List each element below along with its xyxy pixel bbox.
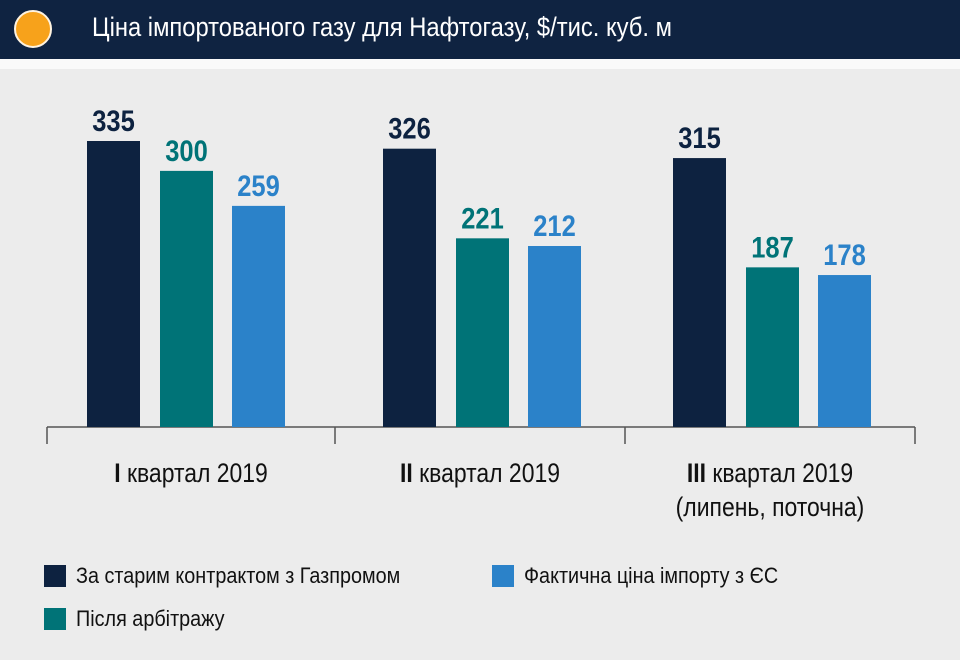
- category-label: II квартал 2019: [353, 456, 608, 490]
- legend-label: За старим контрактом з Газпромом: [76, 563, 401, 588]
- bar: [232, 205, 285, 427]
- data-label: 335: [92, 104, 135, 137]
- category-label: III квартал 2019 (липень, поточна): [643, 456, 898, 524]
- data-label: 187: [751, 230, 794, 263]
- legend-swatch: [44, 565, 66, 587]
- data-label: 212: [533, 209, 576, 242]
- orange-circle-icon: [14, 10, 52, 48]
- legend-label: Фактична ціна імпорту з ЄС: [524, 563, 779, 588]
- quarter-text: квартал 2019: [412, 458, 560, 488]
- legend-item: За старим контрактом з Газпромом: [44, 563, 436, 589]
- bar: [746, 267, 799, 427]
- divider: [0, 59, 960, 69]
- data-label: 315: [678, 121, 721, 154]
- legend-item: Після арбітражу: [44, 606, 241, 632]
- data-label: 259: [237, 169, 280, 202]
- bar: [673, 158, 726, 427]
- quarter-numeral: III: [686, 458, 706, 488]
- title-bar: Ціна імпортованого газу для Нафтогазу, $…: [0, 0, 960, 59]
- category-label: I квартал 2019: [64, 456, 319, 490]
- data-label: 178: [823, 238, 866, 271]
- bar: [528, 246, 581, 427]
- quarter-numeral: I: [114, 458, 121, 488]
- quarter-text: квартал 2019: [120, 458, 268, 488]
- category-note: (липень, поточна): [675, 492, 865, 522]
- legend-label: Після арбітражу: [76, 606, 225, 631]
- legend-swatch: [492, 565, 514, 587]
- data-label: 221: [461, 201, 504, 234]
- bar: [87, 141, 140, 427]
- quarter-numeral: II: [400, 458, 413, 488]
- data-label: 300: [165, 134, 208, 167]
- bar: [818, 275, 871, 427]
- bar: [160, 170, 213, 427]
- quarter-text: квартал 2019: [705, 458, 854, 488]
- bar: [456, 238, 509, 427]
- legend-swatch: [44, 608, 66, 630]
- legend-item: Фактична ціна імпорту з ЄС: [492, 563, 806, 589]
- data-label: 326: [388, 112, 431, 145]
- bar: [383, 148, 436, 427]
- chart-title: Ціна імпортованого газу для Нафтогазу, $…: [92, 12, 672, 42]
